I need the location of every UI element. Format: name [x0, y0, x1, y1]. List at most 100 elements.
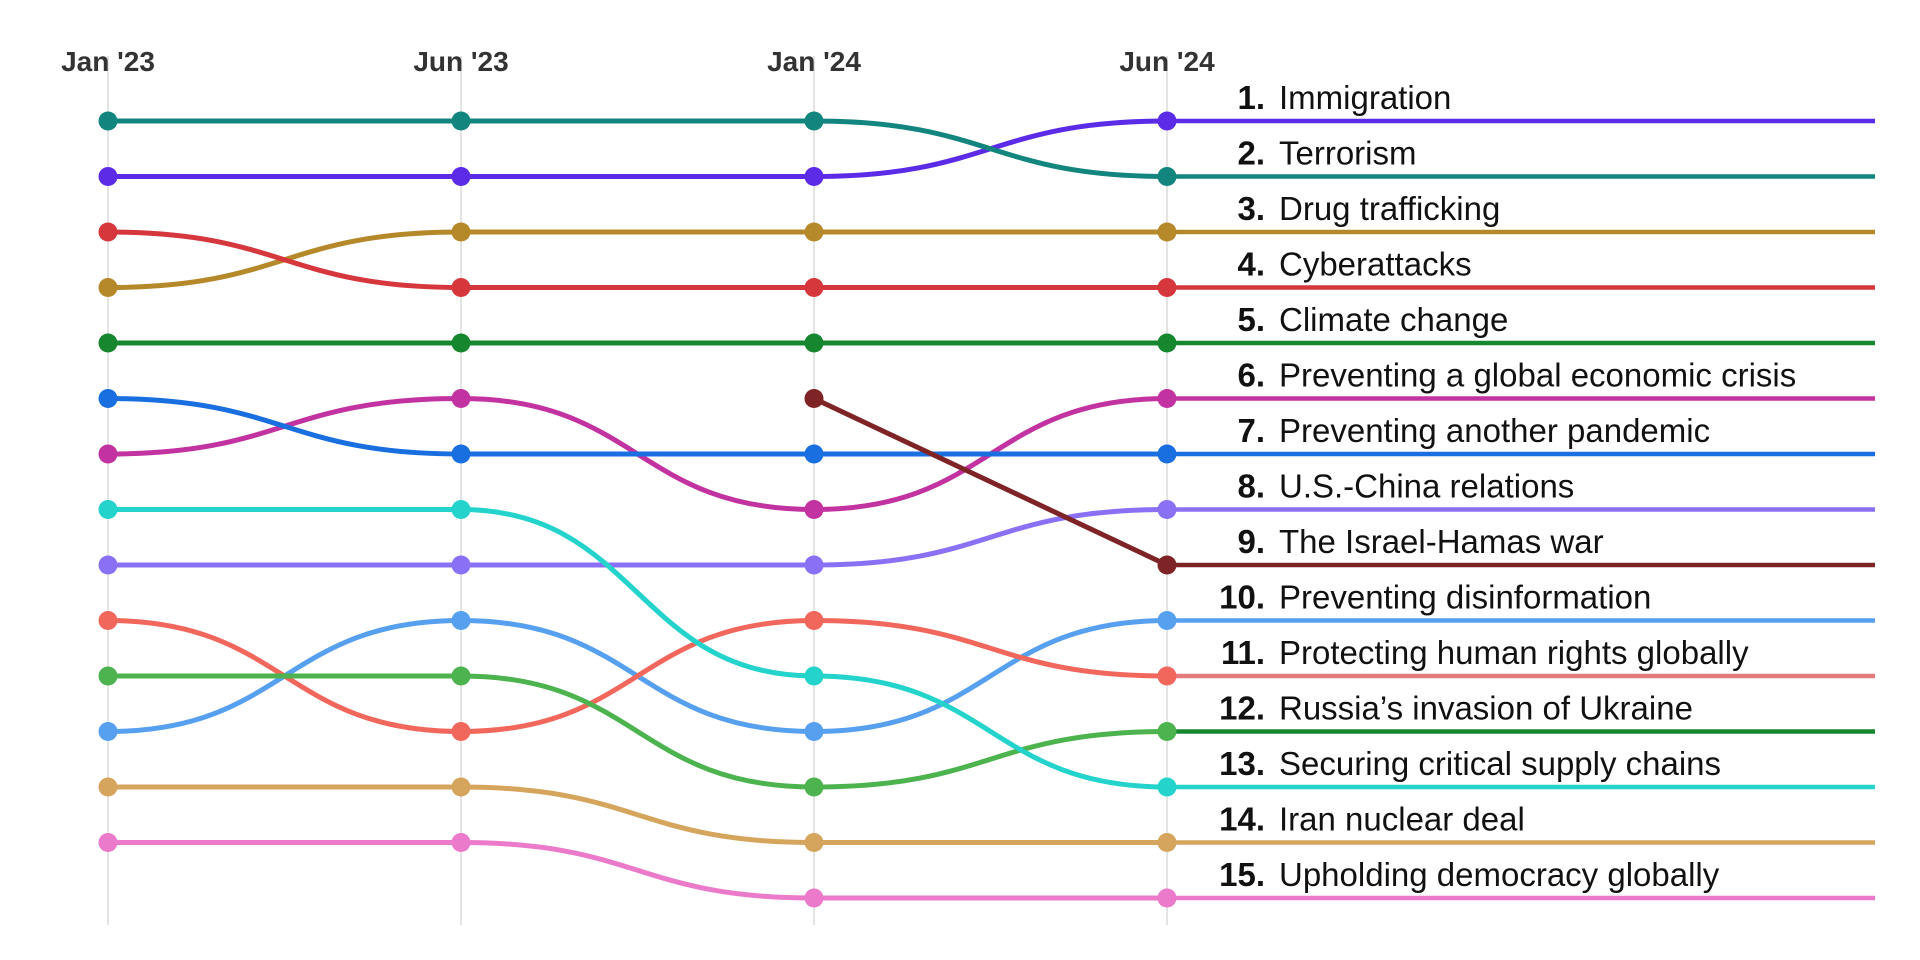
point-upholding-democracy-globally-jun-23 [451, 833, 471, 852]
rank-name: The Israel-Hamas war [1279, 523, 1604, 560]
series-line-immigration [105, 118, 1170, 180]
point-upholding-democracy-globally-jan-23 [98, 833, 118, 852]
point-cyberattacks-jan-24 [804, 278, 824, 297]
rank-name: Cyberattacks [1279, 246, 1472, 283]
rank-name: Immigration [1279, 79, 1451, 116]
rank-name: Preventing a global economic crisis [1279, 357, 1796, 394]
point-u-s-china-relations-jun-23 [451, 555, 471, 575]
point-preventing-a-global-economic-crisis-jun-23 [451, 389, 471, 408]
rank-number: 4. [1237, 246, 1265, 283]
point-upholding-democracy-globally-jan-24 [804, 888, 824, 908]
rank-name: Preventing disinformation [1279, 579, 1651, 616]
period-label-jan-23: Jan '23 [61, 46, 155, 77]
rank-label-7: 7. Preventing another pandemic [1237, 412, 1710, 449]
series-line-securing-critical-supply-chains [105, 506, 1170, 790]
rank-label-2: 2. Terrorism [1237, 135, 1416, 172]
point-immigration-jun-23 [451, 167, 471, 186]
rank-label-10: 10. Preventing disinformation [1219, 579, 1651, 616]
point-immigration-jan-23 [98, 167, 118, 186]
rank-number: 10. [1219, 579, 1265, 616]
rank-number: 2. [1237, 135, 1265, 172]
point-preventing-disinformation-jun-24 [1157, 611, 1177, 630]
rank-number: 6. [1237, 357, 1265, 394]
point-terrorism-jan-23 [98, 111, 118, 131]
point-securing-critical-supply-chains-jan-24 [804, 666, 824, 686]
period-labels: Jan '23 Jun '23 Jan '24 Jun '24 [61, 46, 1215, 77]
rank-number: 8. [1237, 468, 1265, 505]
rank-label-1: 1. Immigration [1237, 79, 1451, 116]
point-the-israel-hamas-war-jan-24 [804, 389, 824, 408]
rank-number: 15. [1219, 856, 1265, 893]
point-iran-nuclear-deal-jun-23 [451, 777, 471, 797]
point-cyberattacks-jun-24 [1157, 278, 1177, 297]
period-label-jun-24: Jun '24 [1119, 46, 1215, 77]
rank-label-15: 15. Upholding democracy globally [1219, 856, 1720, 893]
point-immigration-jan-24 [804, 167, 824, 186]
rank-name: Climate change [1279, 301, 1508, 338]
point-preventing-another-pandemic-jan-23 [98, 389, 118, 408]
series-line-upholding-democracy-globally [105, 839, 1170, 901]
point-climate-change-jun-24 [1157, 333, 1177, 353]
period-label-jun-23: Jun '23 [413, 46, 508, 77]
rank-number: 9. [1237, 523, 1265, 560]
rank-label-3: 3. Drug trafficking [1237, 190, 1500, 227]
point-securing-critical-supply-chains-jan-23 [98, 500, 118, 519]
point-preventing-disinformation-jan-24 [804, 722, 824, 741]
series-line-preventing-another-pandemic [105, 396, 1170, 457]
point-russia-s-invasion-of-ukraine-jan-24 [804, 777, 824, 797]
rank-label-8: 8. U.S.-China relations [1237, 468, 1574, 505]
point-protecting-human-rights-globally-jun-24 [1157, 666, 1177, 686]
rank-number: 14. [1219, 801, 1265, 838]
point-climate-change-jan-24 [804, 333, 824, 353]
period-label-jan-24: Jan '24 [767, 46, 861, 77]
rank-labels: 1. Immigration 2. Terrorism 3. Drug trafficki… [1219, 79, 1796, 893]
rank-number: 11. [1221, 634, 1265, 671]
point-protecting-human-rights-globally-jan-23 [98, 611, 118, 630]
point-u-s-china-relations-jan-23 [98, 555, 118, 575]
point-cyberattacks-jun-23 [451, 278, 471, 297]
point-russia-s-invasion-of-ukraine-jan-23 [98, 666, 118, 686]
rank-name: Iran nuclear deal [1279, 801, 1525, 838]
point-drug-trafficking-jan-23 [98, 278, 118, 297]
point-preventing-a-global-economic-crisis-jan-23 [98, 444, 118, 464]
point-u-s-china-relations-jan-24 [804, 555, 824, 575]
series-points [98, 111, 1177, 908]
point-preventing-a-global-economic-crisis-jan-24 [804, 500, 824, 519]
series-line-the-israel-hamas-war [811, 396, 1170, 568]
rank-name: Upholding democracy globally [1279, 856, 1720, 893]
point-russia-s-invasion-of-ukraine-jun-24 [1157, 722, 1177, 741]
rank-label-5: 5. Climate change [1237, 301, 1508, 338]
rank-name: Russia’s invasion of Ukraine [1279, 690, 1693, 727]
point-iran-nuclear-deal-jan-24 [804, 833, 824, 852]
point-immigration-jun-24 [1157, 111, 1177, 131]
point-u-s-china-relations-jun-24 [1157, 500, 1177, 519]
rank-name: Preventing another pandemic [1279, 412, 1710, 449]
rank-name: U.S.-China relations [1279, 468, 1574, 505]
point-preventing-another-pandemic-jun-24 [1157, 444, 1177, 464]
point-preventing-another-pandemic-jun-23 [451, 444, 471, 464]
rank-label-13: 13. Securing critical supply chains [1219, 745, 1721, 782]
series-line-russia-s-invasion-of-ukraine [105, 673, 1170, 790]
point-preventing-a-global-economic-crisis-jun-24 [1157, 389, 1177, 408]
series-line-u-s-china-relations [105, 507, 1170, 568]
series-lines [105, 118, 1170, 901]
point-securing-critical-supply-chains-jun-24 [1157, 777, 1177, 797]
point-terrorism-jun-23 [451, 111, 471, 131]
rank-name: Protecting human rights globally [1279, 634, 1749, 671]
point-iran-nuclear-deal-jun-24 [1157, 833, 1177, 852]
point-upholding-democracy-globally-jun-24 [1157, 888, 1177, 908]
rank-number: 13. [1219, 745, 1265, 782]
point-protecting-human-rights-globally-jun-23 [451, 722, 471, 741]
rank-label-6: 6. Preventing a global economic crisis [1237, 357, 1796, 394]
point-drug-trafficking-jun-23 [451, 222, 471, 242]
point-iran-nuclear-deal-jan-23 [98, 777, 118, 797]
point-terrorism-jun-24 [1157, 167, 1177, 186]
point-protecting-human-rights-globally-jan-24 [804, 611, 824, 630]
point-preventing-another-pandemic-jan-24 [804, 444, 824, 464]
series-line-cyberattacks [105, 229, 1170, 291]
series-line-drug-trafficking [105, 229, 1170, 290]
rank-number: 1. [1237, 79, 1265, 116]
rank-label-4: 4. Cyberattacks [1237, 246, 1471, 283]
